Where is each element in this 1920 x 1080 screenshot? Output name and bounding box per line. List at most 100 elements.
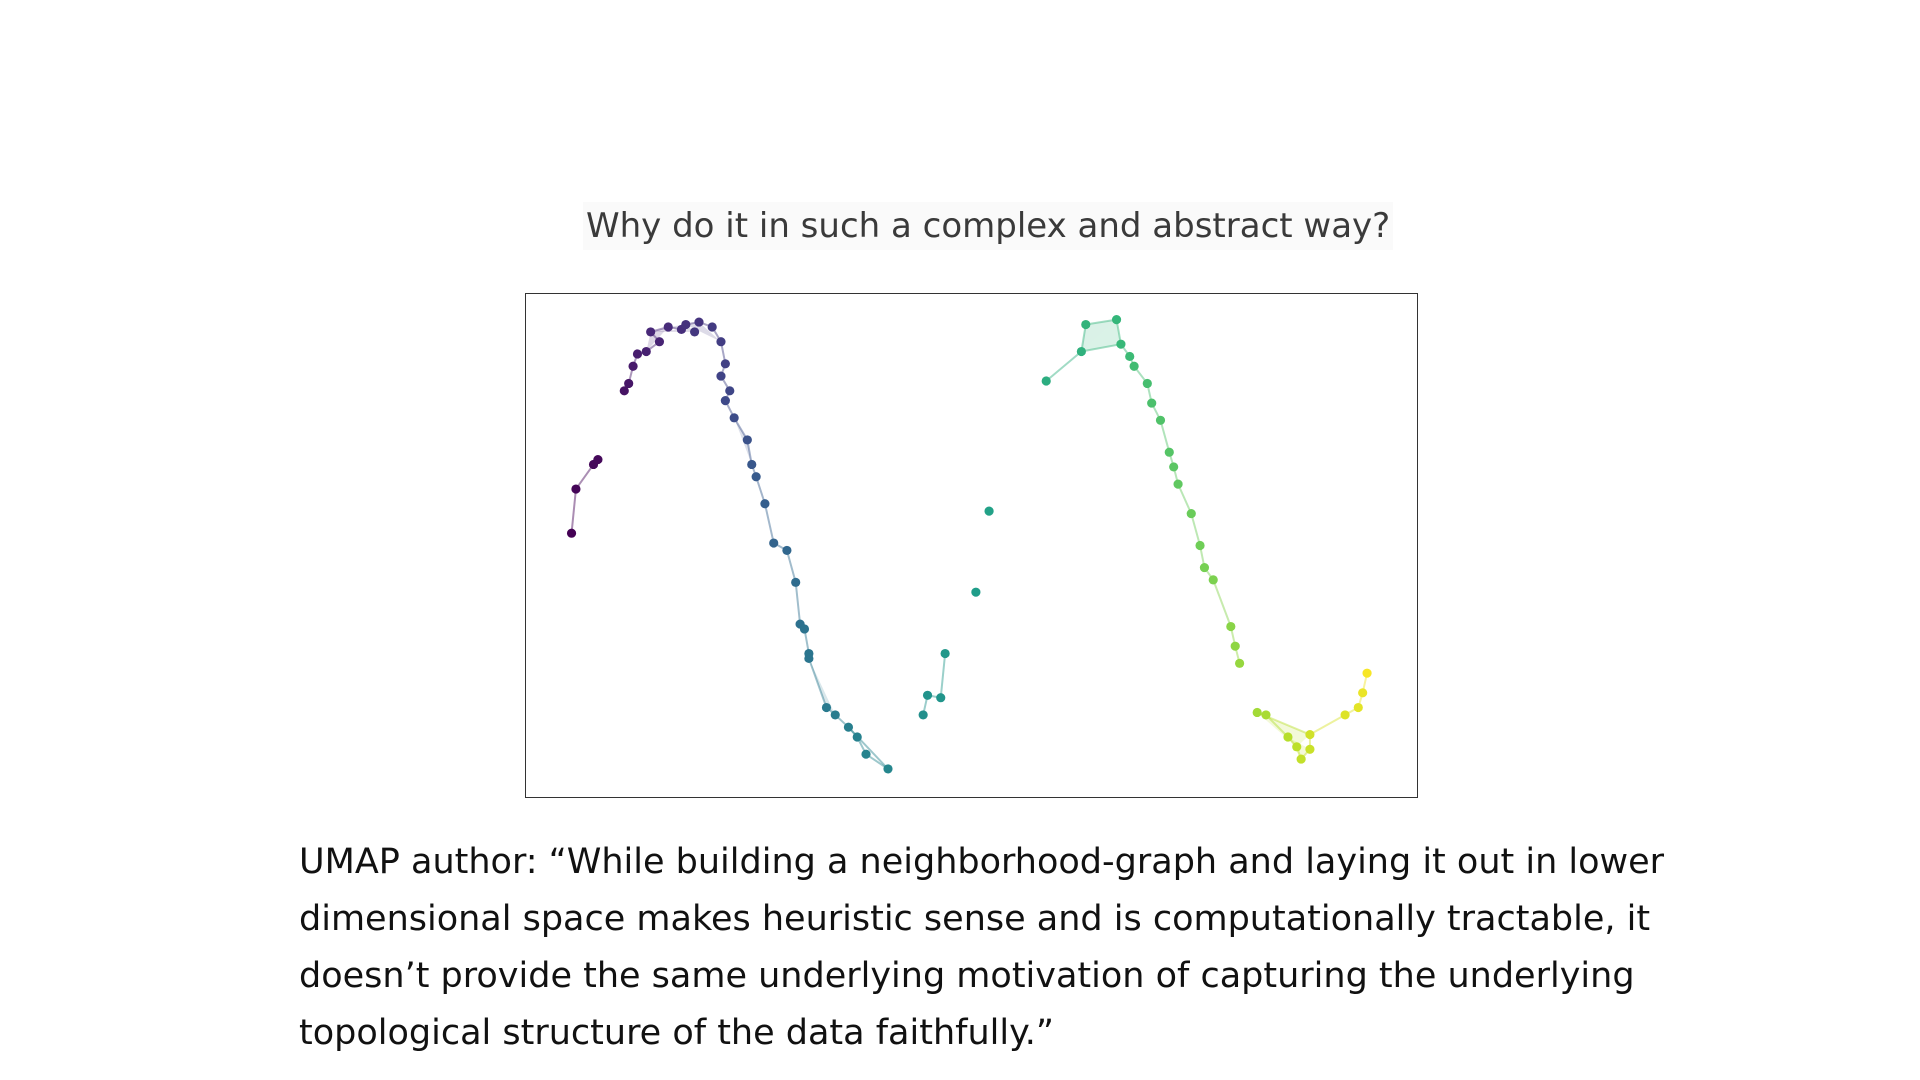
data-point <box>1186 509 1196 519</box>
data-point <box>1340 710 1350 720</box>
graph-edge <box>1265 714 1289 738</box>
data-point <box>747 459 757 470</box>
data-point <box>1173 479 1183 489</box>
data-point <box>1195 540 1205 551</box>
data-point <box>641 346 651 357</box>
graph-edge <box>575 463 595 490</box>
data-point <box>1261 710 1271 720</box>
graph-edge <box>1190 513 1202 546</box>
graph-edge <box>755 476 766 505</box>
data-point <box>1362 668 1372 678</box>
data-point <box>821 702 832 713</box>
data-point <box>799 624 810 634</box>
data-point <box>1292 742 1302 752</box>
data-point <box>861 749 871 759</box>
data-point <box>1208 575 1218 585</box>
simplex-face <box>1081 319 1121 352</box>
simplex-face <box>1257 712 1310 747</box>
umap-embedding-plot <box>525 293 1418 798</box>
data-point <box>1076 346 1086 357</box>
data-point <box>1155 415 1166 425</box>
data-point <box>646 327 656 337</box>
data-point <box>1296 754 1306 764</box>
graph-edge <box>1045 350 1083 382</box>
simplex-faces-layer <box>646 319 1310 760</box>
data-point <box>720 396 730 406</box>
data-point <box>690 327 700 337</box>
data-point <box>654 337 665 347</box>
data-point <box>1081 319 1091 330</box>
simplex-face <box>1081 319 1117 352</box>
data-point <box>681 319 691 330</box>
data-point <box>760 499 770 509</box>
data-point <box>1129 361 1139 371</box>
data-points-layer <box>566 315 1372 774</box>
data-point <box>918 710 928 720</box>
data-point <box>1116 339 1126 349</box>
data-point <box>663 322 673 332</box>
data-point <box>1164 447 1174 457</box>
data-point <box>940 648 950 659</box>
data-point <box>1235 658 1245 668</box>
data-point <box>716 371 726 381</box>
data-point <box>1199 563 1210 573</box>
data-point <box>716 337 726 347</box>
graph-edge <box>1085 318 1117 326</box>
data-point <box>725 386 735 396</box>
data-point <box>971 587 981 597</box>
data-point <box>769 538 779 548</box>
graph-edge <box>807 658 828 708</box>
simplex-face <box>685 322 721 342</box>
umap-author-quote: UMAP author: “While building a neighborh… <box>299 842 1665 1053</box>
simplex-face <box>734 417 752 465</box>
data-point <box>1142 378 1152 389</box>
data-point <box>984 506 994 516</box>
data-point <box>1305 744 1315 754</box>
data-point <box>628 361 638 371</box>
data-point <box>883 764 893 774</box>
data-point <box>1125 351 1135 362</box>
data-point <box>852 732 862 742</box>
graph-edge <box>1081 343 1122 353</box>
graph-edge <box>763 503 775 544</box>
simplex-face <box>808 658 836 715</box>
data-point <box>624 378 634 389</box>
data-point <box>782 545 792 555</box>
data-point <box>1358 688 1368 698</box>
data-point <box>1169 462 1179 472</box>
data-point <box>1226 621 1236 632</box>
graph-edge <box>939 653 947 698</box>
graph-edge <box>794 582 802 625</box>
data-point <box>751 472 761 482</box>
data-point <box>707 322 717 332</box>
data-point <box>742 435 752 445</box>
data-point <box>1305 729 1315 740</box>
umap-scatter-svg <box>566 315 1372 774</box>
data-point <box>566 528 577 538</box>
data-point <box>1283 732 1293 742</box>
data-point <box>729 413 739 423</box>
data-point <box>593 454 603 465</box>
data-point <box>843 722 854 732</box>
slide-question: Why do it in such a complex and abstract… <box>583 202 1394 250</box>
data-point <box>720 359 730 369</box>
graph-edges-layer <box>570 318 1369 770</box>
graph-edge <box>1309 714 1346 736</box>
graph-edge <box>1159 420 1171 453</box>
graph-edge <box>570 488 577 534</box>
data-point <box>632 349 643 359</box>
data-point <box>922 690 933 700</box>
data-point <box>936 693 946 703</box>
data-point <box>1111 315 1122 325</box>
graph-edge <box>785 550 797 583</box>
data-point <box>694 317 704 327</box>
data-point <box>571 484 581 494</box>
data-point <box>830 710 840 720</box>
graph-edge <box>1212 579 1232 627</box>
graph-edge <box>1177 483 1193 514</box>
data-point <box>804 653 814 664</box>
data-point <box>1147 398 1157 408</box>
data-point <box>791 577 801 587</box>
data-point <box>1230 641 1240 651</box>
data-point <box>1041 376 1051 386</box>
